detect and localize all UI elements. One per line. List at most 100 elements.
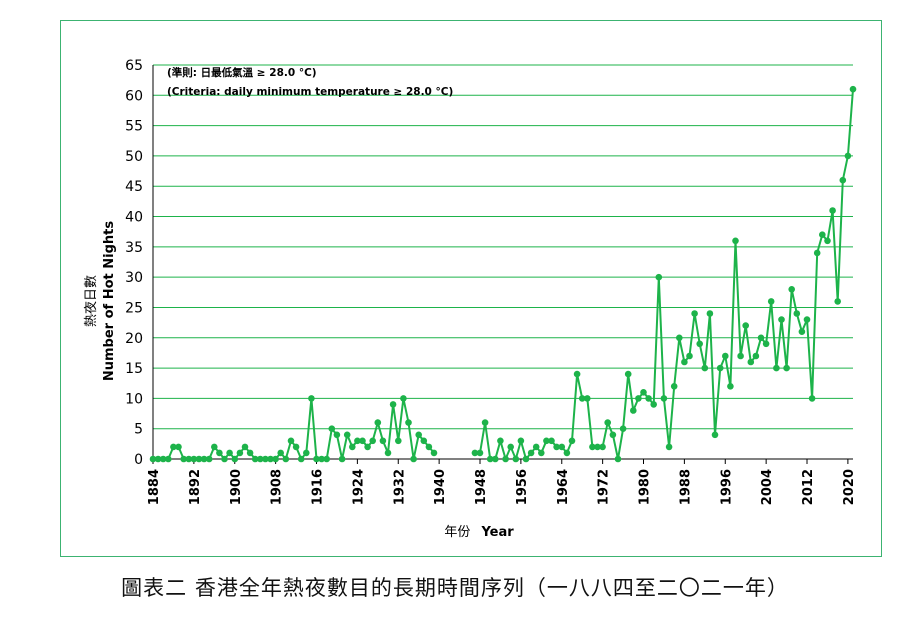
data-point-1974 — [609, 431, 617, 439]
axes — [152, 65, 853, 464]
data-point-2012 — [803, 316, 811, 323]
data-point-1900 — [231, 455, 239, 463]
data-point-1992 — [701, 364, 709, 372]
data-point-1911 — [287, 437, 295, 445]
data-point-1986 — [670, 383, 678, 390]
data-point-1967 — [573, 370, 581, 378]
data-point-1918 — [323, 455, 331, 463]
series-points — [149, 85, 857, 463]
y-tick-label-50: 50 — [125, 149, 143, 165]
data-point-2021 — [849, 85, 857, 93]
data-point-1993 — [706, 310, 714, 317]
data-point-1905 — [257, 455, 264, 463]
data-point-1953 — [502, 455, 509, 463]
x-tick-label-1908: 1908 — [270, 469, 285, 505]
data-point-1998 — [732, 237, 739, 245]
data-point-1907 — [267, 455, 274, 463]
data-point-1886 — [159, 455, 167, 463]
data-point-1927 — [369, 437, 377, 445]
data-point-1909 — [277, 449, 284, 457]
x-tick-label-1980: 1980 — [638, 469, 653, 505]
data-point-1969 — [584, 395, 591, 402]
data-point-1996 — [722, 352, 729, 360]
data-point-1895 — [205, 455, 213, 463]
data-point-1961 — [543, 437, 550, 445]
data-point-2004 — [762, 340, 770, 348]
y-tick-label-5: 5 — [134, 422, 143, 438]
data-point-2015 — [819, 231, 826, 238]
data-point-1939 — [430, 449, 438, 457]
data-point-1989 — [686, 352, 693, 360]
data-point-2011 — [798, 328, 806, 336]
data-point-1902 — [241, 443, 249, 451]
y-axis-title: 熱夜日數 Number of Hot Nights — [84, 221, 117, 382]
data-point-1930 — [384, 449, 392, 457]
x-tick-label-1916: 1916 — [311, 469, 326, 505]
y-axis-title-en: Number of Hot Nights — [102, 221, 117, 382]
data-point-1924 — [354, 437, 361, 445]
data-point-1949 — [481, 419, 489, 426]
y-tick-label-15: 15 — [125, 361, 143, 377]
data-point-1977 — [624, 370, 632, 378]
data-point-1982 — [650, 401, 657, 408]
data-point-2002 — [752, 352, 760, 360]
y-axis-title-zh: 熱夜日數 — [84, 275, 99, 327]
data-point-1916 — [313, 455, 320, 463]
y-tick-label-30: 30 — [125, 270, 143, 286]
data-point-1887 — [165, 455, 172, 463]
data-point-1959 — [532, 443, 540, 451]
data-point-1925 — [359, 437, 366, 445]
y-tick-label-20: 20 — [125, 331, 143, 347]
data-point-1913 — [297, 455, 305, 463]
x-tick-label-1892: 1892 — [188, 469, 203, 505]
data-point-2001 — [747, 358, 755, 366]
y-tick-label-40: 40 — [125, 210, 143, 226]
data-point-1952 — [497, 437, 504, 445]
data-point-1926 — [364, 443, 371, 451]
data-point-2020 — [844, 152, 852, 160]
data-point-1888 — [170, 443, 177, 451]
data-point-1920 — [333, 431, 341, 439]
data-point-1968 — [578, 395, 586, 402]
data-point-1975 — [614, 455, 622, 463]
data-point-1893 — [195, 455, 203, 463]
y-tick-label-60: 60 — [125, 88, 143, 104]
x-axis-title-en: Year — [480, 525, 514, 540]
data-point-2000 — [742, 322, 749, 329]
data-point-2006 — [773, 364, 780, 372]
data-point-1890 — [180, 455, 187, 463]
x-tick-label-1900: 1900 — [229, 469, 244, 505]
data-point-1935 — [410, 455, 417, 463]
data-point-1928 — [374, 419, 382, 426]
x-tick-labels: 1884 1892 1900 1908 1916 1924 1932 1940 1948 1956… — [147, 469, 857, 505]
data-point-1912 — [292, 443, 300, 451]
data-point-1904 — [251, 455, 259, 463]
data-point-2007 — [778, 316, 785, 323]
x-tick-label-1932: 1932 — [392, 469, 407, 505]
data-point-1960 — [538, 449, 545, 457]
data-point-1922 — [343, 431, 351, 439]
data-point-1971 — [594, 443, 601, 451]
data-point-1933 — [400, 395, 407, 402]
annotation-en: (Criteria: daily minimum temperature ≥ 2… — [167, 86, 453, 98]
data-point-1896 — [211, 443, 218, 451]
data-point-1965 — [563, 449, 571, 457]
y-tick-label-25: 25 — [125, 300, 143, 316]
data-point-1985 — [665, 443, 673, 451]
data-point-1950 — [486, 455, 494, 463]
data-point-1947 — [471, 449, 479, 457]
data-point-1891 — [185, 455, 193, 463]
data-point-1983 — [655, 273, 663, 281]
data-point-1980 — [640, 389, 647, 396]
data-point-1994 — [711, 431, 719, 439]
data-point-1929 — [379, 437, 387, 445]
figure-caption: 圖表二 香港全年熱夜數目的長期時間序列（一八八四至二〇二一年） — [121, 576, 789, 600]
y-tick-label-35: 35 — [125, 240, 143, 256]
data-point-1906 — [262, 455, 269, 463]
x-tick-label-1924: 1924 — [351, 469, 366, 505]
y-tick-labels: 0 5 10 15 20 25 30 35 40 45 50 55 60 65 — [125, 58, 143, 468]
data-point-1915 — [308, 395, 315, 402]
data-point-1973 — [604, 419, 611, 426]
x-tick-label-1996: 1996 — [719, 469, 734, 505]
